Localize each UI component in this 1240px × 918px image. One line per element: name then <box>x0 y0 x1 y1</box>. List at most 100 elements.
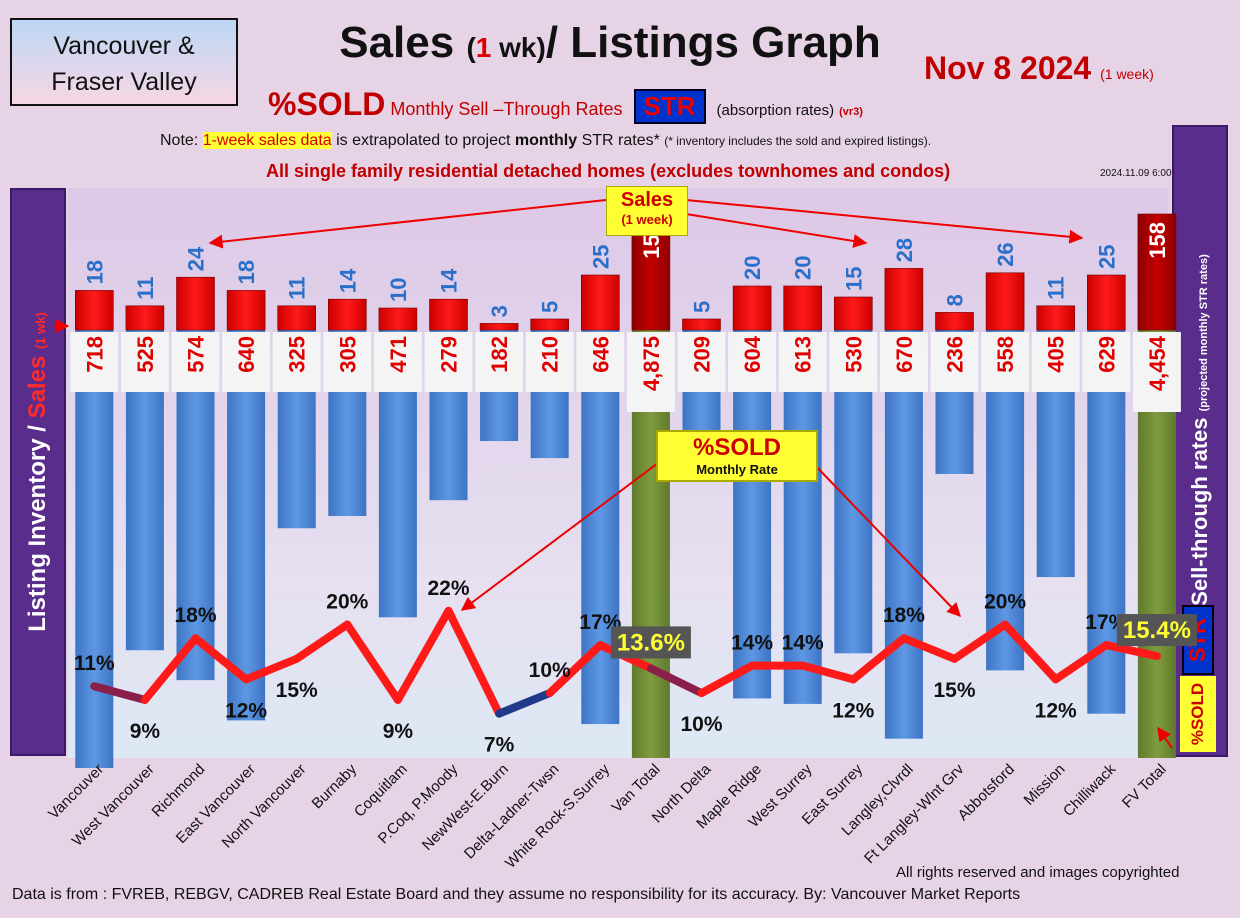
right-badge-arrow <box>1157 726 1173 749</box>
listing-label-bg-0 <box>70 332 119 392</box>
sold-line-segment-12 <box>697 661 757 698</box>
left-axis-panel <box>10 188 66 756</box>
listing-label-bg-16 <box>879 332 928 392</box>
listing-label-bg-19 <box>1031 332 1080 392</box>
sold-line-segment-18 <box>1001 620 1060 684</box>
sales-bar-20 <box>1087 274 1126 331</box>
sales-bar-15 <box>833 296 873 331</box>
listing-value-12: 209 <box>690 336 715 373</box>
note-prefix: Note: <box>160 132 199 149</box>
note-line: Note: 1-week sales data is extrapolated … <box>160 132 931 150</box>
sales-value-12: 5 <box>690 301 715 313</box>
sold-value-21: 15.4% <box>1123 617 1191 644</box>
sales-bar-8 <box>479 323 519 331</box>
category-label-5: Burnaby <box>309 760 361 812</box>
listing-value-9: 210 <box>538 336 563 373</box>
sales-value-19: 11 <box>1044 277 1069 300</box>
sold-callout: %SOLD Monthly Rate <box>656 430 818 482</box>
subtitle-sold: %SOLD <box>268 86 386 122</box>
sold-value-4: 15% <box>276 679 318 702</box>
sold-value-15: 12% <box>832 699 874 722</box>
note-small: (* inventory includes the sold and expir… <box>664 134 932 148</box>
listing-label-bg-21 <box>1132 332 1181 412</box>
sales-bar-2 <box>176 276 215 331</box>
sales-value-9: 5 <box>538 301 563 313</box>
sales-bar-4 <box>277 305 317 331</box>
sales-value-10: 25 <box>588 245 613 269</box>
sold-line-segment-20 <box>1102 641 1161 661</box>
sold-line-segment-9 <box>545 641 605 698</box>
sales-callout: Sales (1 week) <box>606 186 688 236</box>
right-sold-badge: %SOLD <box>1180 676 1216 752</box>
sold-value-0: 11% <box>74 652 115 675</box>
listing-bar-14 <box>783 330 822 704</box>
listing-label-bg-1 <box>120 332 169 392</box>
sales-bar-5 <box>327 298 367 331</box>
sales-value-6: 10 <box>386 278 411 302</box>
date-note: (1 week) <box>1100 66 1154 82</box>
listing-label-bg-15 <box>829 332 878 392</box>
category-label-9: Delta-Ladner-Twsn <box>461 761 563 863</box>
sold-value-11: 13.6% <box>617 629 685 656</box>
listing-value-7: 279 <box>437 336 462 373</box>
sales-callout-sub: (1 week) <box>621 212 673 227</box>
listing-label-bg-18 <box>981 332 1030 392</box>
sold-line-segment-5 <box>343 620 402 704</box>
category-label-20: Chilliwack <box>1060 760 1120 820</box>
listing-value-5: 305 <box>335 336 360 373</box>
sales-value-16: 28 <box>892 238 917 262</box>
sold-line-segment-7 <box>444 606 504 718</box>
sold-line-segment-16 <box>899 634 959 663</box>
scope-line: All single family residential detached h… <box>266 161 951 181</box>
page-title: Sales (1 wk)/ Listings Graph <box>250 18 970 68</box>
sold-value-7: 22% <box>427 577 469 600</box>
listing-label-bg-8 <box>475 332 524 392</box>
sales-bar-10 <box>580 274 620 331</box>
listing-bar-3 <box>227 330 266 721</box>
listing-value-18: 558 <box>993 336 1018 373</box>
sales-value-15: 15 <box>841 267 866 291</box>
sold-value-9: 10% <box>529 659 571 682</box>
title-paren-open: ( <box>466 32 476 63</box>
sales-bar-9 <box>530 318 570 331</box>
sales-value-2: 24 <box>184 246 209 271</box>
sales-arrow-mid <box>685 213 868 248</box>
sales-value-8: 3 <box>487 305 512 317</box>
listing-value-19: 405 <box>1044 336 1069 373</box>
sold-line-segment-1 <box>140 634 200 704</box>
sold-line-segment-17 <box>950 620 1010 663</box>
sold-value-17: 15% <box>933 679 975 702</box>
sales-bar-18 <box>985 272 1025 331</box>
sold-line-segment-4 <box>292 620 352 663</box>
sold-value-1: 9% <box>130 720 161 743</box>
sales-bar-14 <box>783 285 823 331</box>
sold-arrow-right <box>809 459 961 618</box>
listing-label-bg-7 <box>424 332 473 392</box>
sold-value-16: 18% <box>883 604 925 627</box>
sales-value-18: 26 <box>993 242 1018 266</box>
note-bold: monthly <box>514 132 578 149</box>
sales-arrow-right <box>685 199 1084 244</box>
listing-value-10: 646 <box>588 336 613 373</box>
sold-line-segment-11 <box>646 664 706 698</box>
note-highlight: 1-week sales data <box>202 132 332 149</box>
listing-label-bg-20 <box>1082 332 1131 392</box>
sold-callout-title: %SOLD <box>692 434 781 461</box>
title-week: wk) <box>491 32 546 63</box>
sales-bar-19 <box>1036 305 1075 331</box>
sold-line-segment-15 <box>849 634 908 684</box>
listing-bar-0 <box>75 330 114 768</box>
sales-value-13: 20 <box>740 256 765 280</box>
sold-callout-sub: Monthly Rate <box>696 462 778 477</box>
copyright-note: All rights reserved and images copyright… <box>896 864 1180 881</box>
sales-value-7: 14 <box>437 268 462 293</box>
sales-bar-7 <box>429 298 468 331</box>
listing-value-14: 613 <box>791 336 816 373</box>
sales-bar-1 <box>125 305 165 331</box>
listing-label-bg-6 <box>373 332 422 392</box>
report-date: Nov 8 2024 (1 week) <box>924 50 1154 87</box>
sales-value-20: 25 <box>1094 245 1119 269</box>
sales-value-0: 18 <box>82 260 107 284</box>
sold-line-segment-6 <box>393 606 453 704</box>
